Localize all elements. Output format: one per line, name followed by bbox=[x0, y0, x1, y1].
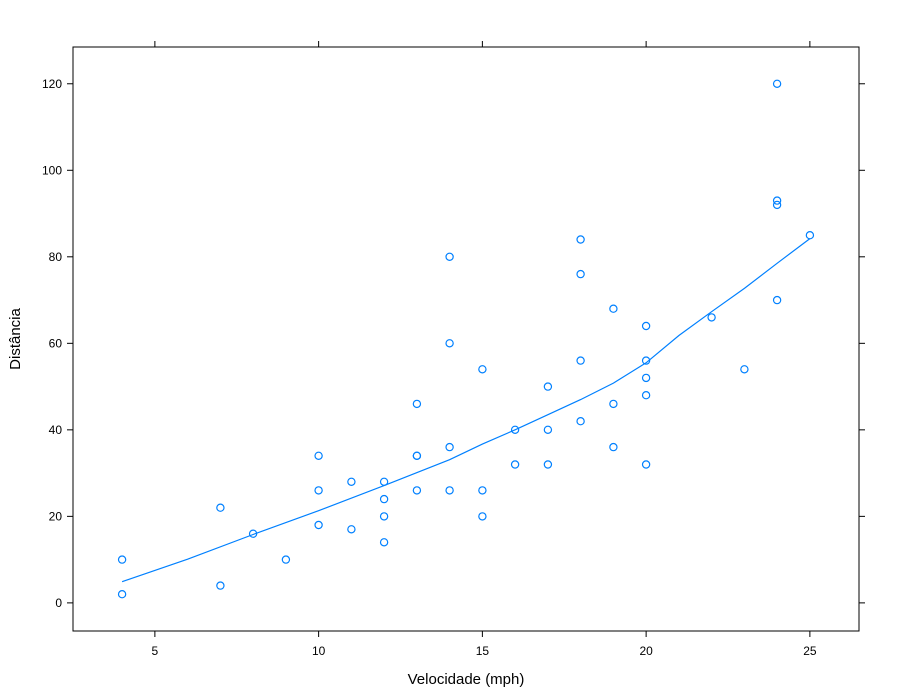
data-point-26 bbox=[510, 460, 520, 469]
data-point-40 bbox=[641, 373, 651, 383]
data-point-2 bbox=[216, 581, 225, 590]
y-tick-label: 0 bbox=[55, 596, 62, 610]
data-point-4 bbox=[248, 529, 258, 538]
data-point-17 bbox=[412, 451, 422, 460]
data-point-29 bbox=[543, 425, 553, 434]
y-axis-ticks: 0 20 40 60 80 100 120 bbox=[42, 77, 865, 610]
data-point-20 bbox=[445, 442, 454, 452]
y-tick-label: 100 bbox=[42, 163, 62, 177]
data-point-15 bbox=[412, 486, 422, 495]
data-point-5 bbox=[281, 555, 291, 564]
data-point-30 bbox=[543, 382, 553, 391]
data-point-38 bbox=[641, 460, 651, 469]
data-point-13 bbox=[379, 494, 389, 504]
plot-frame bbox=[72, 46, 860, 632]
data-point-35 bbox=[609, 442, 618, 452]
data-point-31 bbox=[576, 417, 585, 426]
data-point-36 bbox=[609, 399, 618, 409]
data-point-11 bbox=[379, 538, 389, 547]
data-point-7 bbox=[314, 486, 323, 495]
data-point-27 bbox=[510, 425, 520, 434]
data-point-14 bbox=[379, 477, 389, 486]
data-point-6 bbox=[314, 520, 323, 530]
y-tick-label: 60 bbox=[49, 336, 63, 350]
data-point-42 bbox=[641, 321, 651, 331]
data-point-3 bbox=[216, 503, 225, 512]
x-tick-label: 15 bbox=[476, 644, 490, 658]
smooth-line-series bbox=[121, 238, 811, 583]
data-point-24 bbox=[478, 486, 487, 495]
y-tick-label: 20 bbox=[49, 509, 63, 523]
data-point-1 bbox=[117, 555, 127, 564]
data-point-12 bbox=[379, 512, 389, 521]
data-point-10 bbox=[347, 477, 356, 486]
x-tick-label: 20 bbox=[639, 644, 653, 658]
scatter-points bbox=[117, 79, 815, 599]
data-point-34 bbox=[576, 235, 585, 244]
x-axis-title: Velocidade (mph) bbox=[408, 671, 525, 688]
data-point-25 bbox=[478, 365, 487, 374]
x-axis-ticks: 5 10 15 20 25 bbox=[152, 41, 817, 658]
y-axis-title: Distância bbox=[7, 308, 24, 370]
data-point-22 bbox=[445, 252, 454, 261]
data-point-21 bbox=[445, 339, 454, 348]
data-point-0 bbox=[117, 590, 127, 599]
data-point-18 bbox=[412, 399, 422, 409]
data-point-19 bbox=[445, 486, 454, 495]
data-point-9 bbox=[347, 525, 356, 534]
y-tick-label: 80 bbox=[49, 250, 63, 264]
x-tick-label: 25 bbox=[803, 644, 817, 658]
data-point-32 bbox=[576, 356, 585, 365]
x-tick-label: 10 bbox=[312, 644, 326, 658]
data-point-45 bbox=[772, 295, 782, 305]
smooth-line bbox=[121, 238, 811, 583]
y-tick-label: 120 bbox=[42, 77, 62, 91]
data-point-8 bbox=[314, 451, 323, 460]
data-point-41 bbox=[641, 356, 651, 365]
data-point-49 bbox=[805, 230, 815, 240]
data-point-28 bbox=[543, 460, 553, 469]
data-point-33 bbox=[576, 269, 585, 279]
data-point-44 bbox=[740, 365, 749, 374]
x-tick-label: 5 bbox=[152, 644, 159, 658]
data-point-37 bbox=[609, 304, 618, 313]
data-point-46 bbox=[772, 200, 782, 210]
data-point-47 bbox=[772, 196, 782, 205]
data-point-39 bbox=[641, 391, 651, 400]
y-tick-label: 40 bbox=[49, 423, 63, 437]
data-point-23 bbox=[478, 512, 487, 521]
data-point-48 bbox=[772, 79, 782, 89]
data-point-43 bbox=[707, 313, 716, 322]
